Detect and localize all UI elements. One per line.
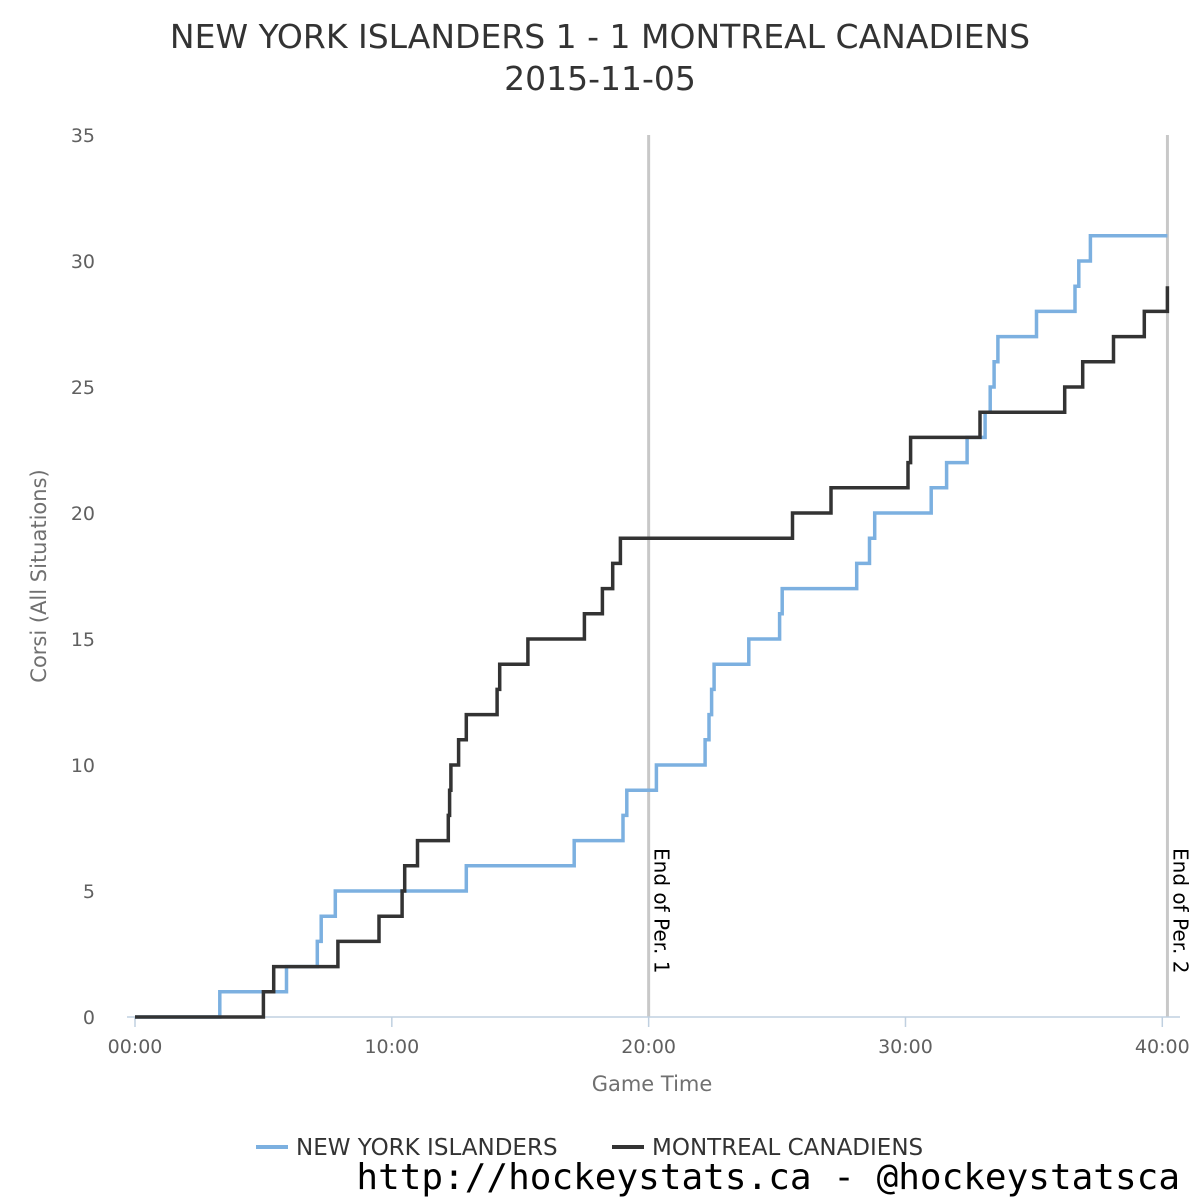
y-tick-label: 35 bbox=[71, 125, 95, 147]
x-tick-label: 10:00 bbox=[364, 1036, 419, 1058]
x-tick-label: 40:00 bbox=[1135, 1036, 1190, 1058]
x-tick-label: 00:00 bbox=[108, 1036, 163, 1058]
period-end-label: End of Per. 1 bbox=[650, 848, 674, 973]
y-tick-label: 25 bbox=[71, 377, 95, 399]
chart-subtitle: 2015-11-05 bbox=[504, 59, 696, 98]
y-tick-label: 30 bbox=[71, 251, 95, 273]
y-tick-label: 0 bbox=[83, 1007, 95, 1029]
y-tick-label: 5 bbox=[83, 881, 95, 903]
legend-item-label: MONTREAL CANADIENS bbox=[652, 1135, 923, 1161]
x-axis-ticks: 00:00 10:00 20:00 30:00 40:00 bbox=[108, 1017, 1190, 1058]
legend-item-label: NEW YORK ISLANDERS bbox=[296, 1135, 558, 1161]
series-lines bbox=[135, 234, 1170, 1019]
x-axis-title: Game Time bbox=[592, 1072, 713, 1096]
x-tick-label: 30:00 bbox=[878, 1036, 933, 1058]
credit-text: http://hockeystats.ca - @hockeystatsca bbox=[356, 1157, 1180, 1198]
legend: NEW YORK ISLANDERS MONTREAL CANADIENS bbox=[256, 1135, 923, 1161]
period-end-label: End of Per. 2 bbox=[1168, 848, 1192, 973]
series-line bbox=[135, 286, 1170, 1019]
y-tick-label: 10 bbox=[71, 755, 95, 777]
y-axis-ticks: 0 5 10 15 20 25 30 35 bbox=[71, 125, 95, 1029]
y-tick-label: 15 bbox=[71, 629, 95, 651]
y-axis-title: Corsi (All Situations) bbox=[27, 469, 51, 682]
x-tick-label: 20:00 bbox=[621, 1036, 676, 1058]
period-lines: End of Per. 1 End of Per. 2 bbox=[647, 135, 1192, 1017]
y-tick-label: 20 bbox=[71, 503, 95, 525]
chart-title: NEW YORK ISLANDERS 1 - 1 MONTREAL CANADI… bbox=[170, 17, 1030, 56]
